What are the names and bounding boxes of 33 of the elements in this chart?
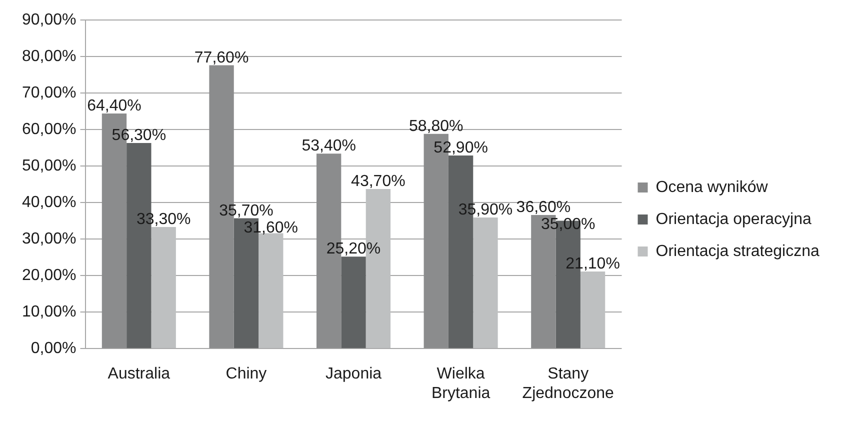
data-label: 53,40%	[302, 138, 356, 155]
data-label: 64,40%	[87, 97, 142, 114]
y-tick-label: 60,00%	[22, 120, 76, 138]
y-tick-label: 10,00%	[22, 303, 76, 320]
x-tick-label: Japonia	[325, 366, 382, 383]
legend-label: Ocena wyników	[656, 178, 768, 196]
data-label: 35,70%	[219, 202, 274, 220]
x-tick-label: Chiny	[226, 366, 267, 383]
data-label: 58,80%	[408, 118, 464, 135]
x-tick-label: Australia	[108, 366, 170, 383]
y-tick-label: 30,00%	[22, 230, 76, 248]
data-label: 36,60%	[516, 198, 571, 216]
y-tick-label: 40,00%	[22, 194, 76, 211]
bar	[473, 218, 498, 348]
bar	[580, 272, 606, 348]
data-label: 56,30%	[112, 127, 166, 144]
data-label: 52,90%	[434, 139, 488, 156]
y-tick-label: 0,00%	[30, 340, 76, 358]
legend-label: Orientacja operacyjna	[656, 210, 812, 228]
bar	[151, 227, 176, 348]
y-tick-label: 50,00%	[22, 157, 76, 174]
data-label: 77,60%	[194, 49, 249, 66]
bar	[341, 256, 366, 348]
y-tick-label: 80,00%	[22, 48, 76, 65]
y-tick-label: 70,00%	[22, 84, 76, 102]
x-tick-label: Stany Zjednoczone	[522, 366, 614, 402]
data-label: 43,70%	[351, 173, 406, 190]
data-label: 25,20%	[326, 240, 381, 258]
y-tick-label: 20,00%	[22, 266, 76, 284]
x-tick-label: Wielka Brytania	[431, 366, 490, 402]
legend-label: Orientacja strategiczna	[656, 242, 820, 260]
bar	[258, 233, 284, 348]
y-tick-label: 90,00%	[22, 11, 76, 28]
